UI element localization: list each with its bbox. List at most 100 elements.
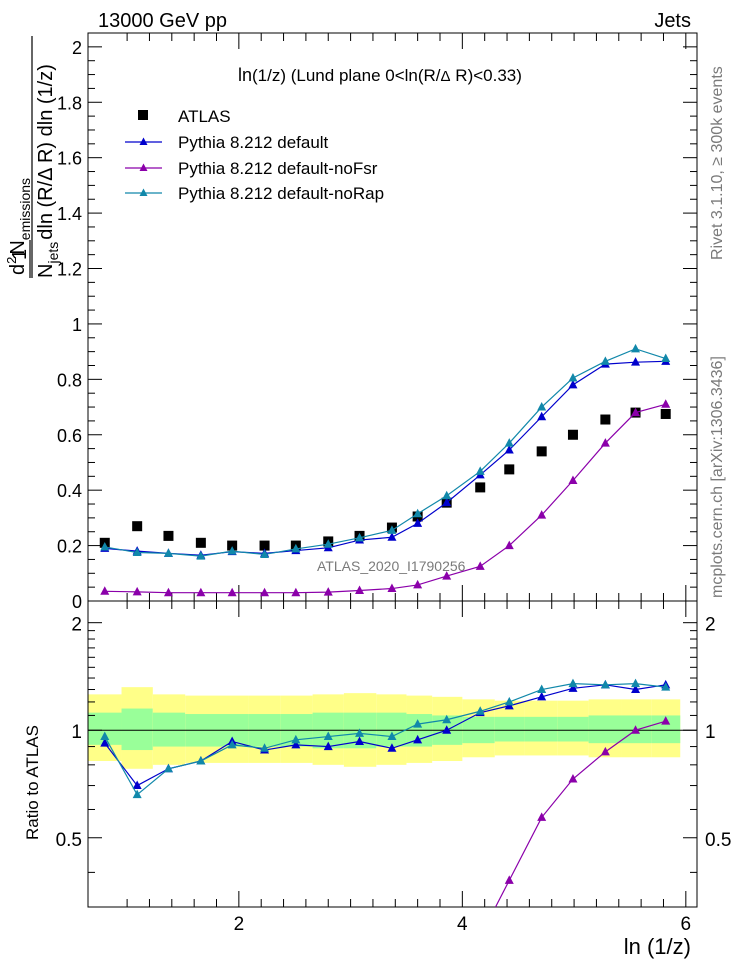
- main-ytick-label: 1.6: [57, 149, 82, 169]
- band-inner-bin: [524, 716, 558, 742]
- norap-point: [568, 372, 578, 382]
- norap-ratio-point: [196, 756, 206, 765]
- ratio-xtick-label: 2: [234, 914, 245, 935]
- ratio-xtick-label: 6: [681, 914, 692, 935]
- rivet-label: Rivet 3.1.10, ≥ 300k events: [709, 66, 726, 260]
- norap-ratio-point: [387, 731, 397, 741]
- series-atlas: [99, 407, 671, 551]
- nofsr-ratio-point: [568, 774, 578, 783]
- main-ytick-label: 0.2: [57, 537, 82, 557]
- ylabel-numerator: d2Nemissions: [4, 178, 33, 275]
- nofsr-point: [600, 438, 610, 447]
- norap-point: [323, 539, 333, 548]
- series-norap: [100, 343, 671, 560]
- nofsr-ratio-point: [600, 746, 610, 756]
- nofsr-point: [260, 587, 270, 597]
- nofsr-ratio-line: [508, 720, 666, 881]
- norap-ratio-point: [600, 679, 610, 689]
- norap-point: [475, 466, 485, 475]
- norap-ratio-point: [260, 743, 270, 752]
- nofsr-point: [196, 587, 206, 597]
- norap-ratio-point: [227, 739, 237, 749]
- main-ytick-label: 2: [72, 38, 82, 58]
- ratio-axis-ticks: 0.5 0.5 1 1 2 2 2 4 6: [56, 601, 731, 935]
- default-ratio-point: [323, 741, 333, 751]
- ratio-ytick-label: 2: [71, 615, 82, 636]
- norap-point: [600, 356, 610, 365]
- norap-point: [260, 549, 270, 558]
- main-ytick-label: 0.8: [57, 370, 82, 390]
- nofsr-point: [132, 586, 142, 596]
- nofsr-point: [661, 399, 671, 408]
- nofsr-point: [442, 571, 452, 580]
- norap-ratio-point: [568, 678, 578, 688]
- default-point: [537, 411, 547, 421]
- norap-ratio-point: [100, 731, 110, 741]
- default-ratio-point: [100, 738, 110, 747]
- ylabel-one: 1: [9, 249, 31, 260]
- atlas-point: [660, 408, 671, 419]
- default-ratio-point: [387, 743, 397, 752]
- atlas-point: [132, 521, 143, 532]
- main-ytick-label: 0.6: [57, 426, 82, 446]
- legend-atlas-marker: [138, 110, 148, 120]
- default-ratio-point: [355, 736, 365, 745]
- header-energy: 13000 GeV pp: [98, 10, 227, 32]
- atlas-point: [163, 530, 174, 541]
- default-point: [631, 357, 641, 366]
- default-ratio-point: [132, 780, 142, 790]
- nofsr-point: [631, 407, 641, 417]
- default-ratio-point: [568, 683, 578, 692]
- main-ytick-label: 1.4: [57, 204, 82, 224]
- ratio-uncertainty-bands: [88, 687, 697, 769]
- atlas-point: [567, 429, 578, 440]
- nofsr-ratio-point: [504, 875, 514, 884]
- norap-point: [631, 343, 641, 353]
- ratio-ytick-label-right: 2: [705, 615, 716, 636]
- nofsr-point: [504, 540, 514, 550]
- default-point: [568, 379, 578, 389]
- default-point: [387, 532, 397, 541]
- atlas-point: [536, 446, 547, 457]
- nofsr-ratio-point: [661, 716, 671, 725]
- ratio-series: [100, 678, 671, 908]
- ratio-frame: [87, 600, 698, 908]
- norap-point: [163, 548, 173, 557]
- band-inner-bin: [376, 712, 407, 747]
- series-default: [100, 356, 671, 559]
- ratio-ytick-label-right: 0.5: [705, 830, 731, 851]
- nofsr-point: [355, 585, 365, 594]
- ylabel-denominator: Njetsdln (R/Δ R) dln (1/z): [35, 64, 61, 278]
- band-inner-bin: [494, 716, 525, 742]
- series-nofsr: [100, 399, 671, 597]
- nofsr-point: [537, 510, 547, 519]
- ratio-ytick-label: 1: [71, 722, 82, 743]
- nofsr-point: [323, 587, 333, 596]
- default-line: [104, 360, 666, 556]
- norap-ratio-point: [661, 682, 671, 691]
- band-inner-bin: [588, 715, 622, 744]
- atlas-point: [600, 414, 611, 425]
- norap-ratio-point: [504, 696, 514, 706]
- legend-nofsr-marker: [125, 163, 162, 171]
- norap-point: [661, 353, 671, 363]
- header-jets: Jets: [654, 10, 691, 32]
- nofsr-point: [100, 586, 110, 595]
- nofsr-point: [568, 475, 578, 484]
- norap-ratio-point: [291, 734, 301, 744]
- norap-point: [504, 438, 514, 447]
- default-point: [442, 497, 452, 507]
- legend-default-marker: [125, 137, 162, 145]
- main-ylabel: 1 d2Nemissions Njetsdln (R/Δ R) dln (1/z…: [4, 36, 61, 278]
- legend-norap-label: Pythia 8.212 default-noRap: [178, 184, 384, 203]
- ratio-ylabel: Ratio to ATLAS: [23, 725, 42, 840]
- norap-ratio-point: [475, 706, 485, 715]
- atlas-point: [195, 537, 206, 548]
- nofsr-ratio-point: [537, 812, 547, 821]
- ratio-series-nofsr: [495, 716, 671, 908]
- legend-nofsr-label: Pythia 8.212 default-noFsr: [178, 159, 378, 178]
- main-ytick-label: 1.8: [57, 93, 82, 113]
- norap-ratio-point: [413, 719, 423, 728]
- nofsr-point: [291, 587, 301, 597]
- norap-point: [100, 541, 110, 551]
